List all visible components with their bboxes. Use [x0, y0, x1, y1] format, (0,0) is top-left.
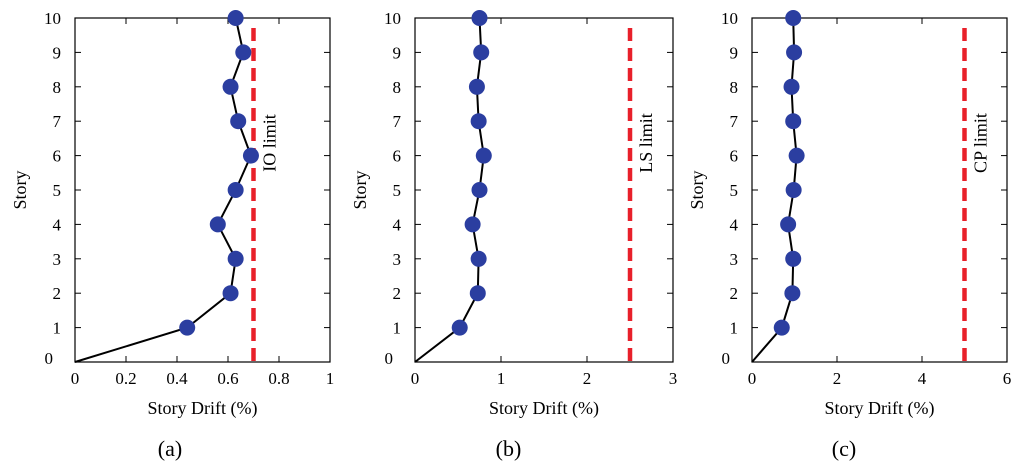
- data-point: [473, 44, 490, 61]
- y-tick-label: 8: [53, 78, 62, 97]
- x-tick-label: 1: [497, 369, 506, 388]
- y-axis-label: Story: [350, 170, 370, 209]
- y-tick-label: 10: [721, 9, 738, 28]
- y-tick-label: 8: [730, 78, 739, 97]
- y-tick-label: 4: [53, 215, 62, 234]
- data-point: [469, 285, 486, 302]
- chart-b: 0 1 2 3 4 5 6 7 8 9 10 0 1 2 3 Story Drift (%) Story LS l…: [350, 9, 677, 419]
- axes-frame: [74, 17, 331, 363]
- data-point: [788, 147, 805, 164]
- data-point: [227, 182, 244, 198]
- x-tick-label: 2: [583, 369, 592, 388]
- y-tick-label: 9: [730, 43, 739, 62]
- y-tick-label: 3: [393, 250, 402, 269]
- x-axis-label: Story Drift (%): [825, 398, 935, 419]
- chart-a: 0 1 2 3 4 5 6 7 8 9 10 0 0.2 0.4 0.6 0.8 1 Story Drift (%…: [10, 9, 335, 419]
- y-tick-label: 5: [53, 181, 62, 200]
- data-point: [783, 78, 800, 95]
- y-tick-label: 6: [730, 147, 739, 166]
- data-point: [786, 44, 803, 61]
- data-point: [471, 10, 488, 26]
- data-point: [785, 10, 802, 26]
- x-tick-label: 2: [833, 369, 842, 388]
- data-point: [227, 10, 244, 26]
- data-point: [179, 319, 196, 336]
- data-point: [235, 44, 252, 61]
- data-point: [785, 182, 802, 198]
- y-tick-label: 6: [53, 147, 62, 166]
- y-tick-label: 1: [53, 319, 62, 338]
- y-tick-label: 9: [393, 43, 402, 62]
- y-tick-label: 6: [393, 147, 402, 166]
- data-point: [468, 78, 485, 95]
- data-point: [227, 250, 244, 267]
- y-tick-label: 4: [393, 215, 402, 234]
- x-tick-label: 3: [669, 369, 677, 388]
- data-point: [784, 285, 801, 302]
- caption-a: (a): [157, 436, 183, 461]
- data-point: [464, 216, 481, 233]
- caption-c: (c): [831, 436, 857, 461]
- data-point: [470, 250, 487, 267]
- x-tick-label: 0.8: [268, 369, 289, 388]
- data-point: [475, 147, 492, 164]
- data-point: [780, 216, 797, 233]
- limit-label: IO limit: [260, 114, 280, 172]
- caption-b: (b): [495, 436, 522, 461]
- y-tick-label: 0: [722, 349, 731, 368]
- x-tick-label: 0: [748, 369, 757, 388]
- x-tick-label: 0: [411, 369, 420, 388]
- x-tick-label: 1: [326, 369, 335, 388]
- data-point: [222, 285, 239, 302]
- y-axis-label: Story: [10, 170, 30, 209]
- x-tick-label: 0.4: [166, 369, 188, 388]
- panel-b: 0 1 2 3 4 5 6 7 8 9 10 0 1 2 3 Story Drift (%) Story LS l…: [340, 0, 677, 464]
- x-axis-label: Story Drift (%): [489, 398, 599, 419]
- chart-c: 0 1 2 3 4 5 6 7 8 9 10 0 2 4 6 Story Drift (%) Story CP l…: [687, 9, 1011, 419]
- axes-frame: [414, 17, 674, 363]
- y-tick-label: 7: [393, 112, 402, 131]
- y-tick-label: 3: [53, 250, 62, 269]
- x-tick-label: 0: [71, 369, 80, 388]
- x-axis-label: Story Drift (%): [148, 398, 258, 419]
- data-point: [209, 216, 226, 233]
- y-tick-label: 2: [393, 284, 402, 303]
- y-axis-label: Story: [687, 170, 707, 209]
- x-tick-label: 0.2: [115, 369, 136, 388]
- y-tick-label: 1: [730, 319, 739, 338]
- data-point: [785, 250, 802, 267]
- y-tick-label: 5: [393, 181, 402, 200]
- y-tick-label: 3: [730, 250, 739, 269]
- y-tick-label: 5: [730, 181, 739, 200]
- x-tick-label: 6: [1003, 369, 1011, 388]
- data-point: [773, 319, 790, 336]
- y-tick-label: 7: [53, 112, 62, 131]
- data-point: [785, 113, 802, 130]
- data-point: [471, 182, 488, 198]
- y-tick-label: 0: [45, 349, 54, 368]
- x-tick-label: 0.6: [217, 369, 238, 388]
- y-tick-label: 7: [730, 112, 739, 131]
- x-tick-label: 4: [918, 369, 927, 388]
- panel-c: 0 1 2 3 4 5 6 7 8 9 10 0 2 4 6 Story Drift (%) Story CP l…: [677, 0, 1011, 464]
- data-point: [222, 78, 239, 95]
- data-point: [230, 113, 247, 130]
- limit-label: CP limit: [971, 113, 991, 173]
- y-tick-label: 10: [44, 9, 61, 28]
- y-tick-label: 8: [393, 78, 402, 97]
- panel-a: 0 1 2 3 4 5 6 7 8 9 10 0 0.2 0.4 0.6 0.8 1 Story Drift (%…: [0, 0, 340, 464]
- y-tick-label: 1: [393, 319, 402, 338]
- data-point: [451, 319, 468, 336]
- series-line: [74, 17, 252, 363]
- y-tick-label: 2: [730, 284, 739, 303]
- y-tick-label: 10: [384, 9, 401, 28]
- limit-label: LS limit: [636, 113, 656, 173]
- y-tick-label: 2: [53, 284, 62, 303]
- data-point: [242, 147, 259, 164]
- data-point: [470, 113, 487, 130]
- y-tick-label: 0: [385, 349, 394, 368]
- y-tick-label: 4: [730, 215, 739, 234]
- y-tick-label: 9: [53, 43, 62, 62]
